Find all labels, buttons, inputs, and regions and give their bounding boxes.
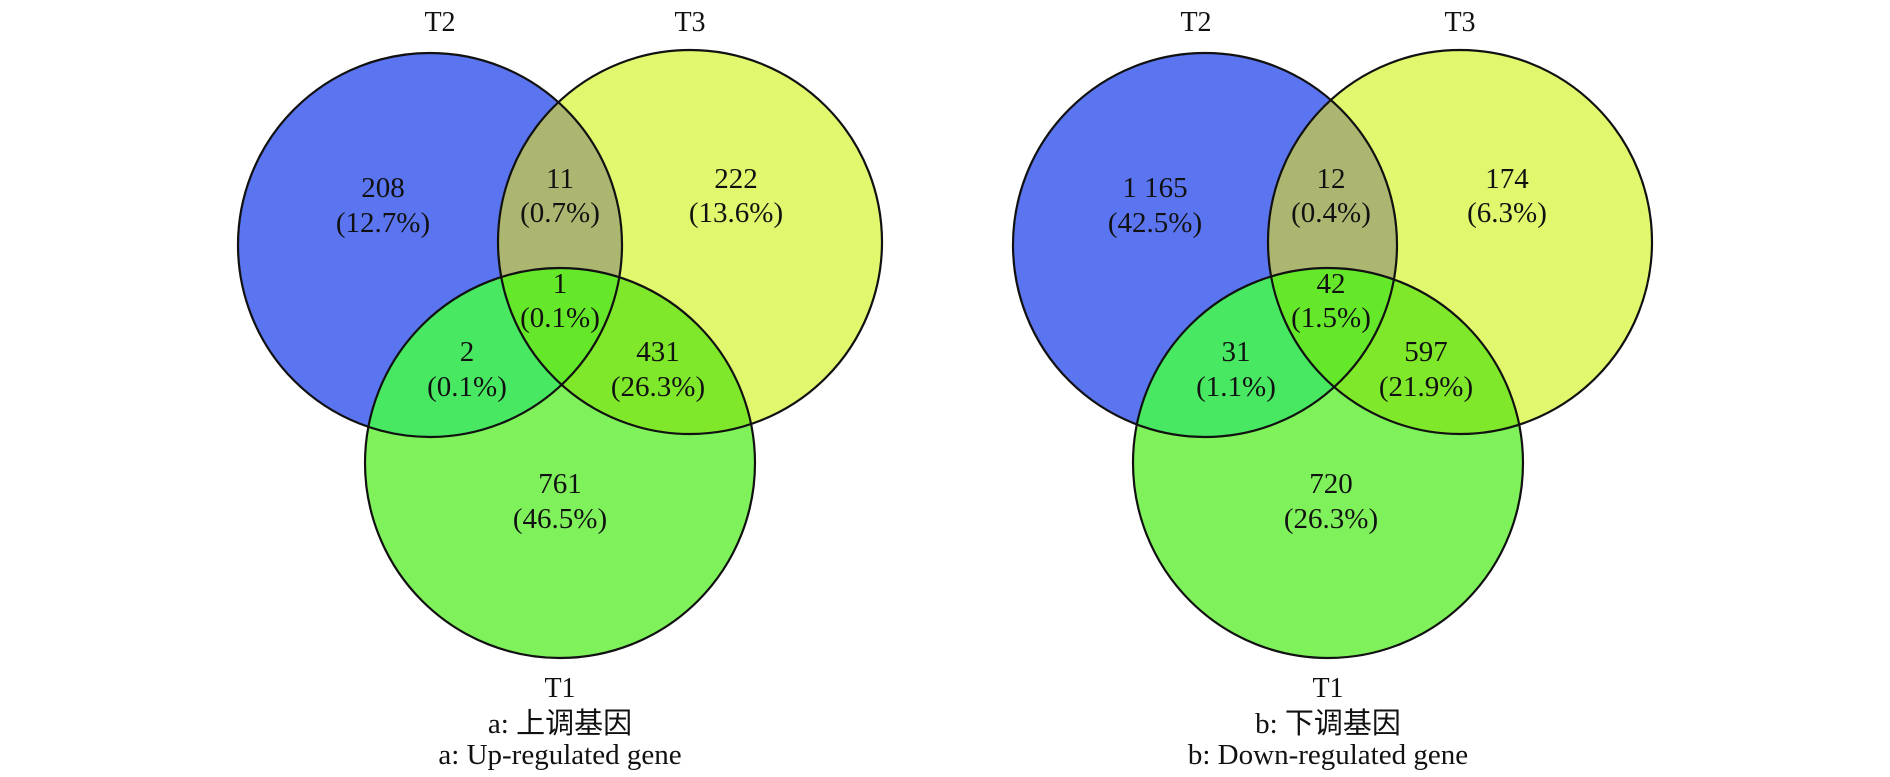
region-percent: (12.7%) [336,207,430,239]
region-percent: (46.5%) [513,503,607,535]
region-percent: (0.4%) [1291,197,1371,229]
region-percent: (0.1%) [520,302,600,334]
region-count: 1 [553,268,568,300]
region-t1-only: 761 (46.5%) [513,468,607,535]
region-percent: (13.6%) [689,197,783,229]
set-label-t3: T3 [1444,7,1475,38]
region-percent: (1.1%) [1196,371,1276,403]
region-t2-t3-t1: 42 (1.5%) [1291,268,1371,334]
region-percent: (26.3%) [611,371,705,403]
region-t3-only: 222 (13.6%) [689,163,783,229]
region-t2-only: 1 165 (42.5%) [1108,172,1202,239]
caption-cn: a: 上调基因 [488,707,632,740]
region-t2-t1: 2 (0.1%) [427,336,507,403]
set-label-t2: T2 [424,7,455,38]
region-count: 174 [1485,163,1529,195]
overlap-t2-t1 [365,268,622,437]
region-percent: (0.1%) [427,371,507,403]
overlap-t3-t1 [1268,268,1523,434]
outline-t2 [1011,51,1399,439]
region-t3-only: 174 (6.3%) [1467,163,1547,229]
region-t2-t3: 12 (0.4%) [1291,163,1371,229]
overlap-t3-t1 [498,268,755,434]
region-t2-only: 208 (12.7%) [336,172,430,239]
outline-t1 [1131,266,1525,660]
region-t2-t1: 31 (1.1%) [1196,336,1276,403]
outline-t2 [236,51,624,439]
outline-t3 [1266,48,1654,436]
region-count: 42 [1317,268,1346,300]
caption-cn: b: 下调基因 [1255,707,1401,740]
region-percent: (6.3%) [1467,197,1547,229]
set-label-t2: T2 [1180,7,1211,38]
caption-en: b: Down-regulated gene [1188,739,1468,771]
region-count: 11 [546,163,574,195]
region-count: 761 [538,468,582,500]
outline-t3 [496,48,884,436]
region-count: 31 [1222,336,1251,368]
set-label-t3: T3 [674,7,705,38]
region-t2-t3: 11 (0.7%) [520,163,600,229]
region-percent: (0.7%) [520,197,600,229]
region-count: 431 [636,336,680,368]
region-percent: (42.5%) [1108,207,1202,239]
region-percent: (1.5%) [1291,302,1371,334]
outline-t1 [363,266,757,660]
region-t3-t1: 597 (21.9%) [1379,336,1473,403]
caption-en: a: Up-regulated gene [438,739,681,771]
region-percent: (21.9%) [1379,371,1473,403]
region-count: 1 165 [1122,172,1187,204]
region-count: 222 [714,163,758,195]
set-label-t1: T1 [1312,673,1343,704]
region-count: 12 [1317,163,1346,195]
overlap-t2-t1 [1133,268,1397,437]
set-label-t1: T1 [544,673,575,704]
venn-diagram-a: T2 T3 T1 208 (12.7%) 11 (0.7%) 222 (13.6… [236,7,884,771]
region-t1-only: 720 (26.3%) [1284,468,1378,535]
region-count: 720 [1309,468,1353,500]
region-t2-t3-t1: 1 (0.1%) [520,268,600,334]
region-t3-t1: 431 (26.3%) [611,336,705,403]
region-count: 597 [1404,336,1448,368]
region-percent: (26.3%) [1284,503,1378,535]
venn-diagram-b: T2 T3 T1 1 165 (42.5%) 12 (0.4%) 174 (6.… [1011,7,1654,771]
region-count: 2 [460,336,475,368]
region-count: 208 [361,172,405,204]
